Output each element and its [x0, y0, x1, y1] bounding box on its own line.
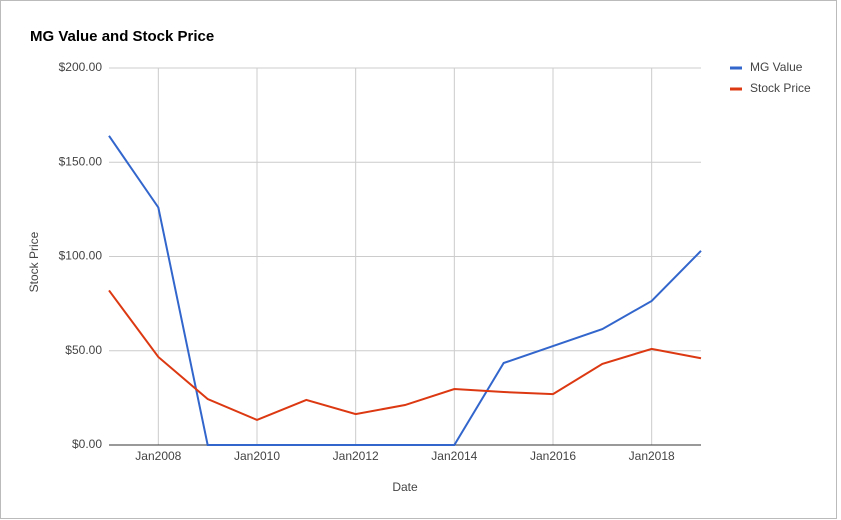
chart-title: MG Value and Stock Price [30, 28, 214, 45]
series-line [108, 135, 702, 446]
x-tick-label: Jan2014 [431, 449, 477, 463]
y-axis-label: Stock Price [27, 231, 41, 292]
x-tick-label: Jan2016 [530, 449, 576, 463]
y-tick-label: $100.00 [59, 249, 103, 263]
y-tick-label: $150.00 [59, 154, 103, 168]
x-tick-label: Jan2008 [135, 449, 181, 463]
x-tick-label: Jan2012 [333, 449, 379, 463]
y-tick-label: $50.00 [65, 343, 102, 357]
x-tick-label: Jan2010 [234, 449, 280, 463]
x-tick-label: Jan2018 [629, 449, 675, 463]
x-axis-label: Date [392, 480, 418, 494]
y-tick-label: $200.00 [59, 60, 103, 74]
legend-label: MG Value [750, 60, 803, 74]
legend-label: Stock Price [750, 81, 811, 95]
series-line [108, 289, 702, 422]
y-tick-label: $0.00 [72, 437, 102, 451]
